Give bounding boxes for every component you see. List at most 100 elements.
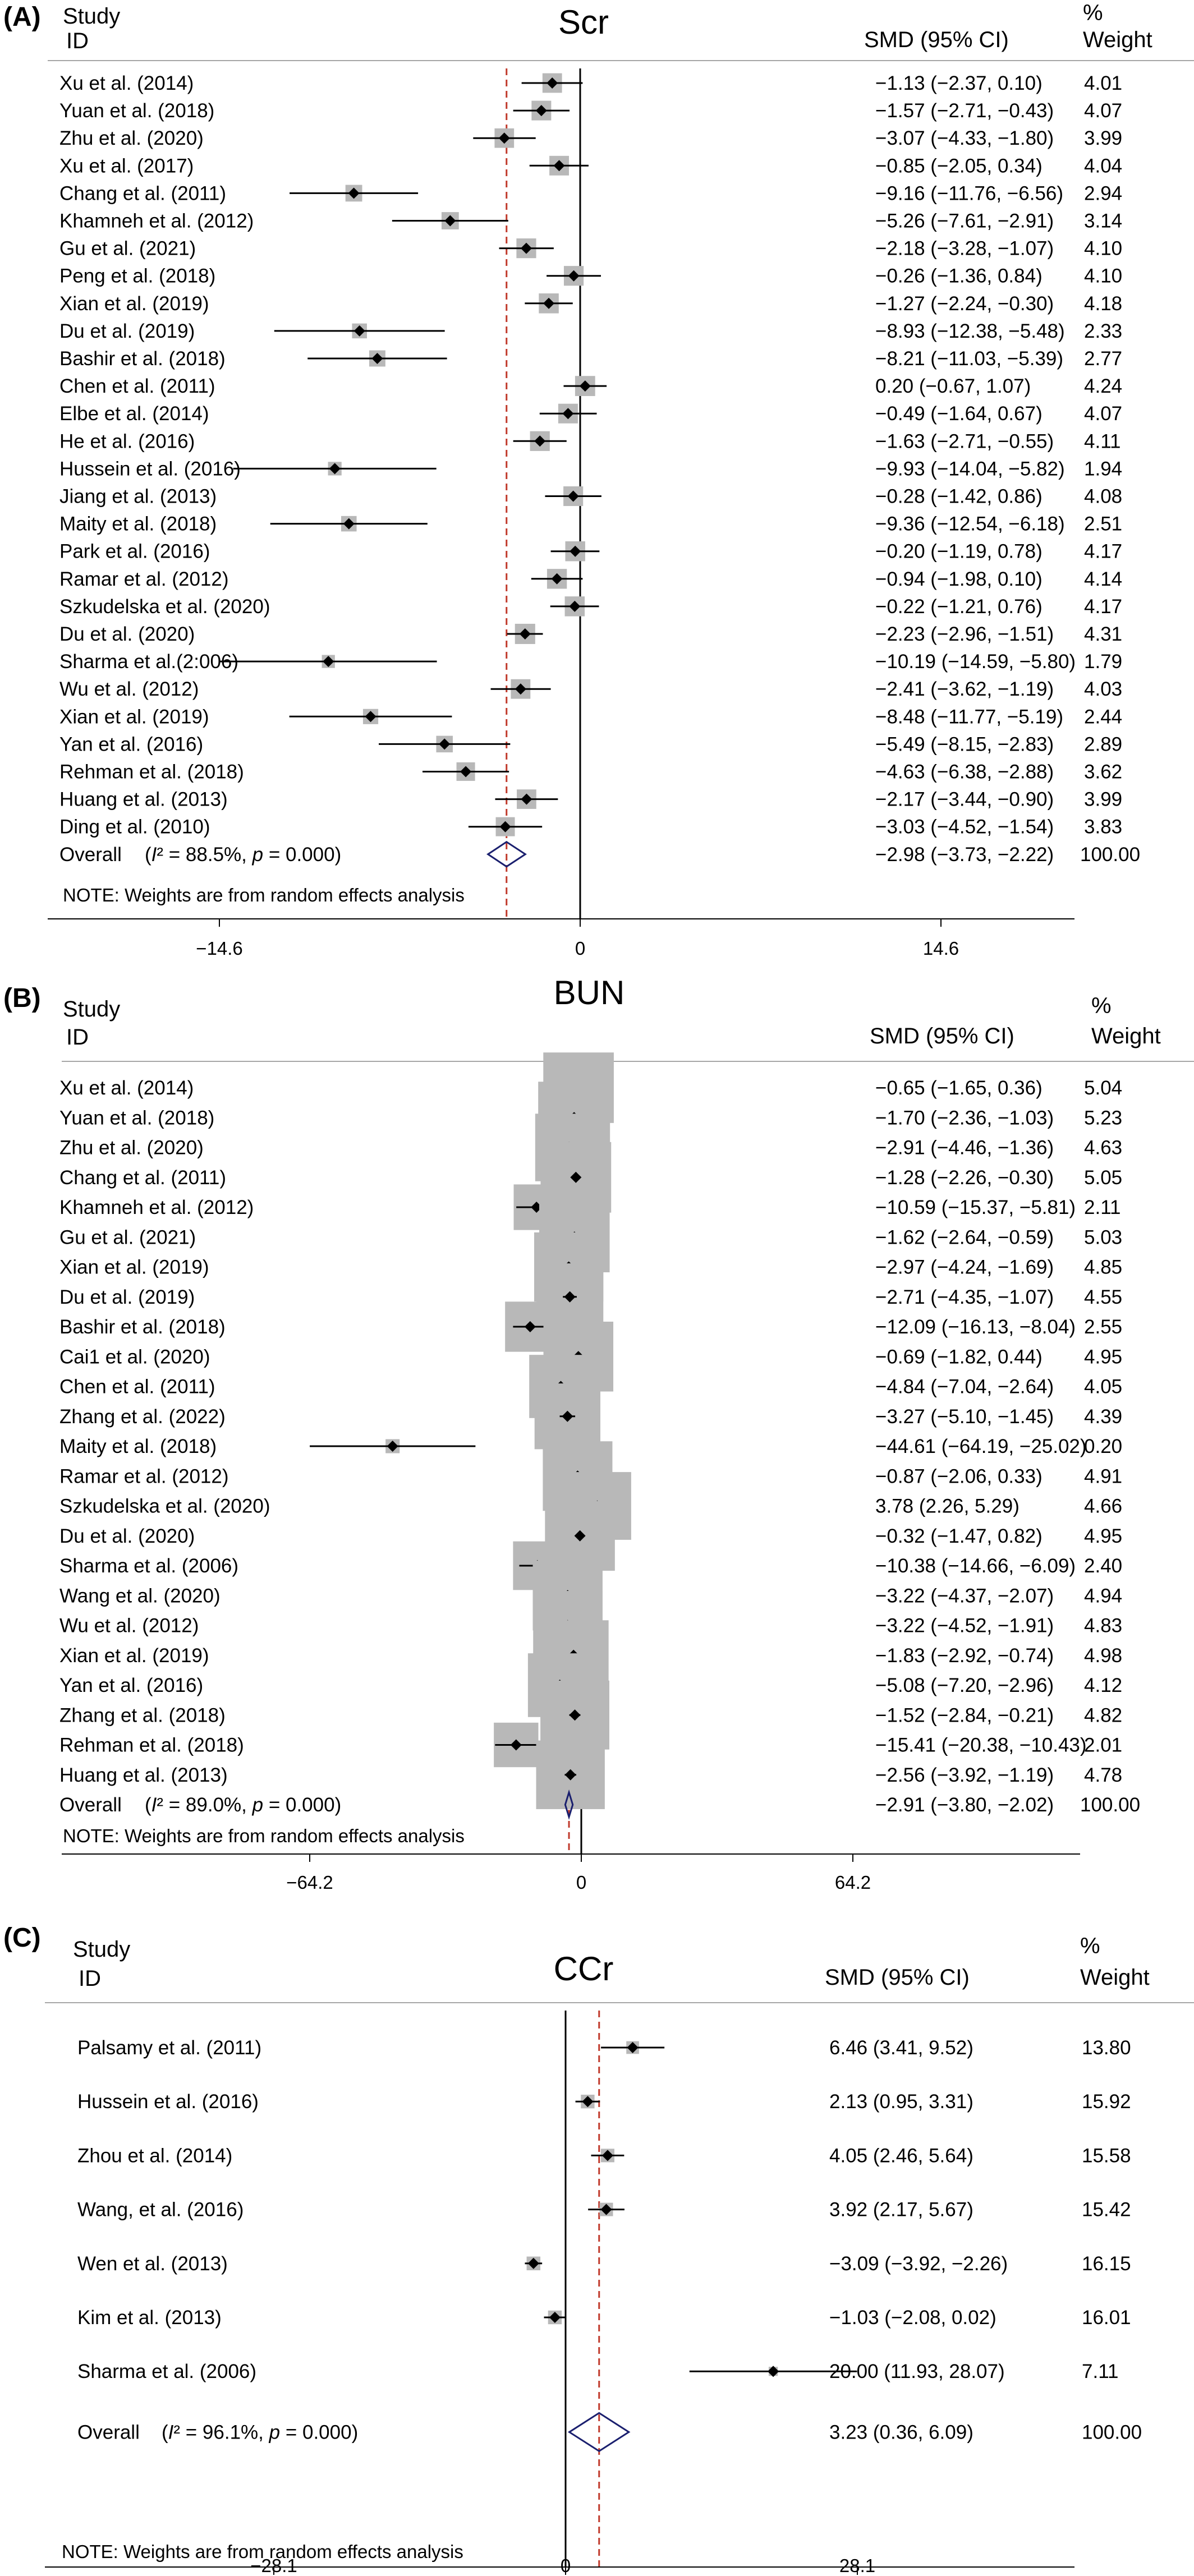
x-axis-tick-label: 0 (575, 938, 585, 959)
study-label: Maity et al. (2018) (59, 1436, 217, 1457)
weight-text: 5.03 (1084, 1226, 1122, 1248)
ci-text: −2.71 (−4.35, −1.07) (875, 1286, 1054, 1308)
study-row: Gu et al. (2021) −2.18 (−3.28, −1.07) 4.10 (59, 238, 1122, 260)
study-row: Zhu et al. (2020) −3.07 (−4.33, −1.80) 3.9… (59, 127, 1122, 149)
point-estimate (521, 793, 532, 805)
ci-text: −3.22 (−4.37, −2.07) (875, 1585, 1054, 1607)
study-label: Palsamy et al. (2011) (77, 2037, 261, 2059)
weight-text: 4.95 (1084, 1525, 1122, 1547)
weight-text: 7.11 (1082, 2361, 1119, 2382)
study-label: Szkudelska et al. (2020) (59, 1496, 270, 1517)
ci-text: −4.84 (−7.04, −2.64) (875, 1376, 1054, 1398)
overall-ci-text: −2.91 (−3.80, −2.02) (875, 1794, 1054, 1816)
point-estimate (564, 1769, 576, 1781)
study-label: Xu et al. (2017) (59, 155, 194, 177)
overall-row: Overall (I² = 96.1%, p = 0.000) 3.23 (0.36… (77, 2412, 1142, 2453)
ci-text: −2.41 (−3.62, −1.19) (875, 678, 1054, 700)
study-label: Zhang et al. (2022) (59, 1406, 226, 1428)
overall-stat: (I² = 88.5%, p = 0.000) (145, 844, 341, 866)
study-row: Chen et al. (2011) 0.20 (−0.67, 1.07) 4.24 (59, 375, 1122, 397)
ci-text: −10.59 (−15.37, −5.81) (875, 1197, 1076, 1218)
point-estimate (582, 2096, 594, 2108)
weight-text: 2.94 (1084, 182, 1122, 204)
study-label: Hussein et al. (2016) (77, 2091, 259, 2113)
study-row: Ramar et al. (2012) −0.94 (−1.98, 0.10) 4.… (59, 568, 1122, 590)
study-row: Xu et al. (2014) −1.13 (−2.37, 0.10) 4.01 (59, 72, 1122, 94)
study-row: Szkudelska et al. (2020) 3.78 (2.26, 5.29… (59, 1472, 1122, 1540)
point-estimate (579, 380, 591, 392)
study-label: Ding et al. (2010) (59, 816, 210, 838)
study-label: Bashir et al. (2018) (59, 1316, 226, 1338)
ci-text: −15.41 (−20.38, −10.43) (875, 1735, 1087, 1756)
overall-label: Overall (59, 844, 122, 866)
study-row: Xu et al. (2017) −0.85 (−2.05, 0.34) 4.04 (59, 155, 1122, 177)
overall-weight-text: 100.00 (1080, 844, 1140, 866)
header-study: Study (73, 1937, 130, 1962)
study-label: Xu et al. (2014) (59, 1077, 194, 1099)
weight-text: 4.07 (1084, 403, 1122, 425)
study-label: Zhou et al. (2014) (77, 2145, 232, 2166)
study-row: Huang et al. (2013) −2.17 (−3.44, −0.90) 3… (59, 789, 1122, 811)
point-estimate (547, 77, 558, 89)
overall-stat-part: = 0.000) (263, 844, 341, 866)
overall-diamond (564, 1789, 574, 1820)
point-estimate (570, 545, 581, 557)
study-label: Du et al. (2019) (59, 1286, 195, 1308)
study-label: Jiang et al. (2013) (59, 486, 217, 508)
study-row: Rehman et al. (2018) −15.41 (−20.38, −10.… (59, 1722, 1122, 1768)
overall-stat-part: ² = 96.1%, (173, 2421, 269, 2443)
point-estimate (574, 1530, 586, 1542)
weight-text: 2.11 (1084, 1197, 1121, 1218)
overall-label: Overall (77, 2421, 140, 2443)
weight-text: 2.33 (1084, 320, 1122, 342)
overall-stat-part: p (252, 844, 263, 866)
weight-text: 4.18 (1084, 293, 1122, 315)
weight-text: 4.12 (1084, 1675, 1122, 1696)
ci-text: −9.16 (−11.76, −6.56) (875, 182, 1063, 204)
point-estimate (534, 435, 546, 447)
ci-text: −0.65 (−1.65, 0.36) (875, 1077, 1043, 1099)
overall-stat-part: = 0.000) (280, 2421, 358, 2443)
weight-text: 15.58 (1082, 2145, 1131, 2166)
study-row: Xian et al. (2019) −8.48 (−11.77, −5.19) 2… (59, 706, 1122, 728)
overall-stat-part: I (151, 844, 157, 866)
study-row: Wen et al. (2013) −3.09 (−3.92, −2.26) 16.… (77, 2253, 1131, 2275)
study-label: Wu et al. (2012) (59, 678, 199, 700)
ci-text: −1.27 (−2.24, −0.30) (875, 293, 1054, 315)
x-axis-tick-label: 28.1 (839, 2555, 875, 2576)
study-label: Bashir et al. (2018) (59, 348, 226, 370)
point-estimate (444, 215, 456, 227)
weight-text: 3.62 (1084, 761, 1122, 783)
study-row: Huang et al. (2013) −2.56 (−3.92, −1.19) 4… (59, 1740, 1122, 1809)
study-label: Xian et al. (2019) (59, 1645, 209, 1667)
overall-stat-part: ( (145, 1794, 151, 1816)
study-row: Zhang et al. (2018) −1.52 (−2.84, −0.21) 4… (59, 1680, 1122, 1750)
weight-text: 4.08 (1084, 486, 1122, 508)
point-estimate (527, 2257, 539, 2269)
ci-text: −5.49 (−8.15, −2.83) (875, 733, 1054, 755)
point-estimate (515, 683, 526, 695)
study-row: Kim et al. (2013) −1.03 (−2.08, 0.02) 16.0… (77, 2307, 1131, 2329)
weight-text: 4.10 (1084, 265, 1122, 287)
overall-stat-part: p (252, 1794, 263, 1816)
study-label: Rehman et al. (2018) (59, 1735, 244, 1756)
point-estimate (569, 1709, 581, 1721)
weight-text: 4.78 (1084, 1764, 1122, 1786)
ci-text: −2.97 (−4.24, −1.69) (875, 1257, 1054, 1278)
weight-text: 5.04 (1084, 1077, 1122, 1099)
weight-text: 1.79 (1084, 651, 1122, 673)
point-estimate (600, 2204, 612, 2215)
weight-text: 16.01 (1082, 2307, 1131, 2329)
ci-text: −10.38 (−14.66, −6.09) (875, 1555, 1076, 1577)
ci-text: −2.91 (−4.46, −1.36) (875, 1137, 1054, 1159)
ci-text: 4.05 (2.46, 5.64) (829, 2145, 973, 2166)
study-row: Du et al. (2019) −8.93 (−12.38, −5.48) 2.3… (59, 320, 1122, 342)
study-label: Xu et al. (2014) (59, 72, 194, 94)
weight-text: 0.20 (1084, 1436, 1122, 1457)
panel-letter: (B) (3, 983, 41, 1013)
study-row: Hussein et al. (2016) −9.93 (−14.04, −5.8… (59, 458, 1122, 480)
weight-text: 4.11 (1084, 430, 1121, 452)
point-estimate (627, 2042, 639, 2053)
point-estimate (323, 656, 334, 668)
